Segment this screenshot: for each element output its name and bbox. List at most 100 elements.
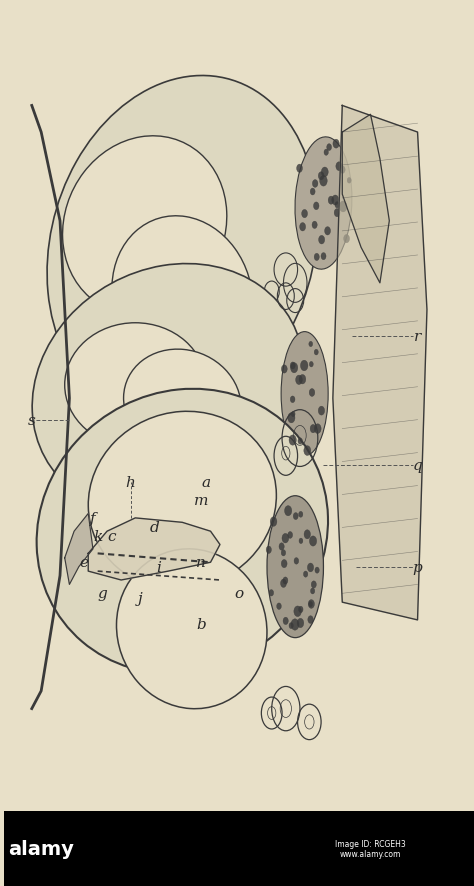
Ellipse shape <box>293 513 298 520</box>
Ellipse shape <box>303 571 308 578</box>
Ellipse shape <box>65 323 206 447</box>
Ellipse shape <box>63 136 227 315</box>
Ellipse shape <box>289 435 296 446</box>
Ellipse shape <box>310 189 315 196</box>
Text: o: o <box>234 587 243 601</box>
Ellipse shape <box>290 397 295 403</box>
Ellipse shape <box>288 413 295 424</box>
Ellipse shape <box>304 530 310 540</box>
Ellipse shape <box>313 203 319 211</box>
Ellipse shape <box>281 560 287 568</box>
Ellipse shape <box>88 412 276 589</box>
Ellipse shape <box>270 517 277 527</box>
Ellipse shape <box>332 196 339 206</box>
Text: n: n <box>196 556 206 570</box>
Ellipse shape <box>297 165 302 173</box>
Ellipse shape <box>290 362 295 369</box>
Text: i: i <box>156 560 161 574</box>
Ellipse shape <box>289 623 293 629</box>
Ellipse shape <box>309 602 312 607</box>
Ellipse shape <box>344 235 349 244</box>
Ellipse shape <box>325 228 330 236</box>
Ellipse shape <box>311 581 316 588</box>
Ellipse shape <box>291 619 299 631</box>
Text: d: d <box>149 520 159 534</box>
Ellipse shape <box>299 375 306 385</box>
Text: q: q <box>413 458 422 472</box>
Text: b: b <box>196 618 206 632</box>
Ellipse shape <box>299 539 303 544</box>
Bar <box>3 811 474 886</box>
Ellipse shape <box>308 600 314 609</box>
Ellipse shape <box>319 173 324 181</box>
Ellipse shape <box>319 176 327 187</box>
Ellipse shape <box>282 365 287 374</box>
Ellipse shape <box>324 150 328 156</box>
Ellipse shape <box>304 447 311 456</box>
Ellipse shape <box>282 533 289 543</box>
Ellipse shape <box>315 567 319 573</box>
Ellipse shape <box>299 607 303 613</box>
Ellipse shape <box>47 76 318 420</box>
Ellipse shape <box>291 412 295 417</box>
Ellipse shape <box>309 389 315 397</box>
Ellipse shape <box>318 407 325 416</box>
Ellipse shape <box>327 144 331 152</box>
Ellipse shape <box>266 547 272 554</box>
Ellipse shape <box>279 543 284 550</box>
Text: c: c <box>108 529 116 543</box>
Polygon shape <box>342 115 389 284</box>
Text: e: e <box>79 556 88 570</box>
Ellipse shape <box>321 167 328 177</box>
Ellipse shape <box>283 618 288 625</box>
Ellipse shape <box>310 425 316 433</box>
Ellipse shape <box>301 210 308 219</box>
Ellipse shape <box>117 549 267 709</box>
Ellipse shape <box>310 588 315 595</box>
Ellipse shape <box>333 140 339 149</box>
Ellipse shape <box>328 197 334 205</box>
Text: g: g <box>98 587 107 601</box>
Text: s: s <box>28 414 36 428</box>
Ellipse shape <box>347 178 351 184</box>
Ellipse shape <box>284 506 292 517</box>
Text: Image ID: RCGEH3
www.alamy.com: Image ID: RCGEH3 www.alamy.com <box>335 839 406 859</box>
Ellipse shape <box>310 536 317 547</box>
Ellipse shape <box>334 209 340 217</box>
Ellipse shape <box>294 606 301 617</box>
Ellipse shape <box>112 216 253 377</box>
Ellipse shape <box>32 264 304 516</box>
Ellipse shape <box>299 512 303 517</box>
Ellipse shape <box>312 181 318 188</box>
Text: k: k <box>93 529 102 543</box>
Ellipse shape <box>267 496 323 638</box>
Polygon shape <box>333 106 427 620</box>
Ellipse shape <box>301 361 308 371</box>
Ellipse shape <box>269 590 273 596</box>
Text: alamy: alamy <box>8 839 74 859</box>
Ellipse shape <box>277 603 281 610</box>
Text: p: p <box>413 560 422 574</box>
Ellipse shape <box>336 163 342 171</box>
Text: a: a <box>201 476 210 490</box>
Ellipse shape <box>283 578 288 585</box>
Text: h: h <box>126 476 136 490</box>
Ellipse shape <box>310 362 313 368</box>
Ellipse shape <box>308 563 314 572</box>
Ellipse shape <box>124 350 241 456</box>
Text: f: f <box>90 511 96 525</box>
Ellipse shape <box>312 222 317 229</box>
Text: j: j <box>137 591 142 605</box>
Ellipse shape <box>297 618 304 628</box>
Ellipse shape <box>314 350 318 355</box>
Ellipse shape <box>319 236 325 245</box>
Ellipse shape <box>309 342 313 347</box>
Polygon shape <box>65 514 93 585</box>
Ellipse shape <box>308 616 313 624</box>
Ellipse shape <box>314 254 319 261</box>
Ellipse shape <box>340 167 345 175</box>
Ellipse shape <box>314 424 321 434</box>
Ellipse shape <box>281 332 328 456</box>
Ellipse shape <box>321 253 326 260</box>
Text: m: m <box>194 494 209 508</box>
